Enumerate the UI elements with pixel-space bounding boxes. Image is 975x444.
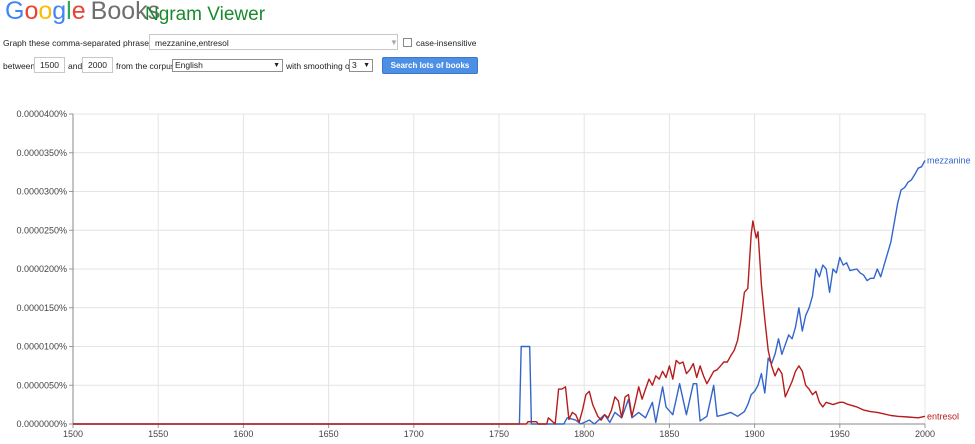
x-tick-label: 1500	[63, 429, 83, 439]
corpus-dropdown-icon: ▼	[273, 62, 280, 69]
x-tick-label: 1750	[489, 429, 509, 439]
x-tick-label: 1550	[148, 429, 168, 439]
x-tick-label: 2000	[915, 429, 935, 439]
smoothing-select[interactable]: 3 ▼	[349, 59, 373, 72]
y-tick-label: 0.0000100%	[16, 342, 67, 352]
x-tick-label: 1950	[830, 429, 850, 439]
google-books-logo[interactable]: Google Books	[5, 0, 160, 27]
logo-letter: o	[24, 0, 39, 25]
y-tick-label: 0.0000250%	[16, 225, 67, 235]
phrases-label: Graph these comma-separated phrases:	[3, 38, 156, 48]
logo-books-text: Books	[90, 0, 161, 25]
series-line-entresol	[73, 220, 926, 425]
case-insensitive-checkbox[interactable]	[403, 38, 412, 47]
x-tick-label: 1850	[659, 429, 679, 439]
logo-letter: l	[66, 0, 72, 25]
series-label-entresol: entresol	[927, 411, 959, 421]
case-insensitive-label: case-insensitive	[416, 38, 477, 48]
phrases-dropdown-icon[interactable]: ▼	[390, 38, 398, 47]
smoothing-select-value: 3	[352, 60, 357, 70]
logo-letter: G	[5, 0, 25, 25]
corpus-select-value: English	[175, 60, 203, 70]
x-tick-label: 1800	[574, 429, 594, 439]
phrases-input[interactable]: mezzanine,entresol	[149, 34, 398, 50]
logo-letter: e	[71, 0, 86, 25]
x-tick-label: 1900	[745, 429, 765, 439]
logo-letter: o	[38, 0, 53, 25]
year-end-input[interactable]: 2000	[82, 57, 113, 73]
x-tick-label: 1600	[233, 429, 253, 439]
between-label: between	[3, 61, 36, 71]
y-tick-label: 0.0000150%	[16, 303, 67, 313]
smoothing-label: with smoothing of	[286, 61, 353, 71]
x-tick-label: 1650	[319, 429, 339, 439]
x-tick-label: 1700	[404, 429, 424, 439]
y-tick-label: 0.0000400%	[16, 109, 67, 119]
y-tick-label: 0.0000300%	[16, 187, 67, 197]
app-title: Ngram Viewer	[145, 4, 266, 25]
smoothing-dropdown-icon: ▼	[363, 62, 370, 69]
logo-letter: g	[52, 0, 67, 25]
search-button[interactable]: Search lots of books	[382, 57, 478, 74]
year-start-input[interactable]: 1500	[34, 57, 65, 73]
corpus-select[interactable]: English ▼	[172, 59, 283, 72]
and-label: and	[68, 61, 83, 71]
corpus-label: from the corpus	[116, 61, 176, 71]
series-label-mezzanine: mezzanine	[927, 156, 971, 166]
y-tick-label: 0.0000000%	[16, 419, 67, 429]
y-tick-label: 0.0000200%	[16, 264, 67, 274]
y-tick-label: 0.0000350%	[16, 148, 67, 158]
y-tick-label: 0.0000050%	[16, 380, 67, 390]
